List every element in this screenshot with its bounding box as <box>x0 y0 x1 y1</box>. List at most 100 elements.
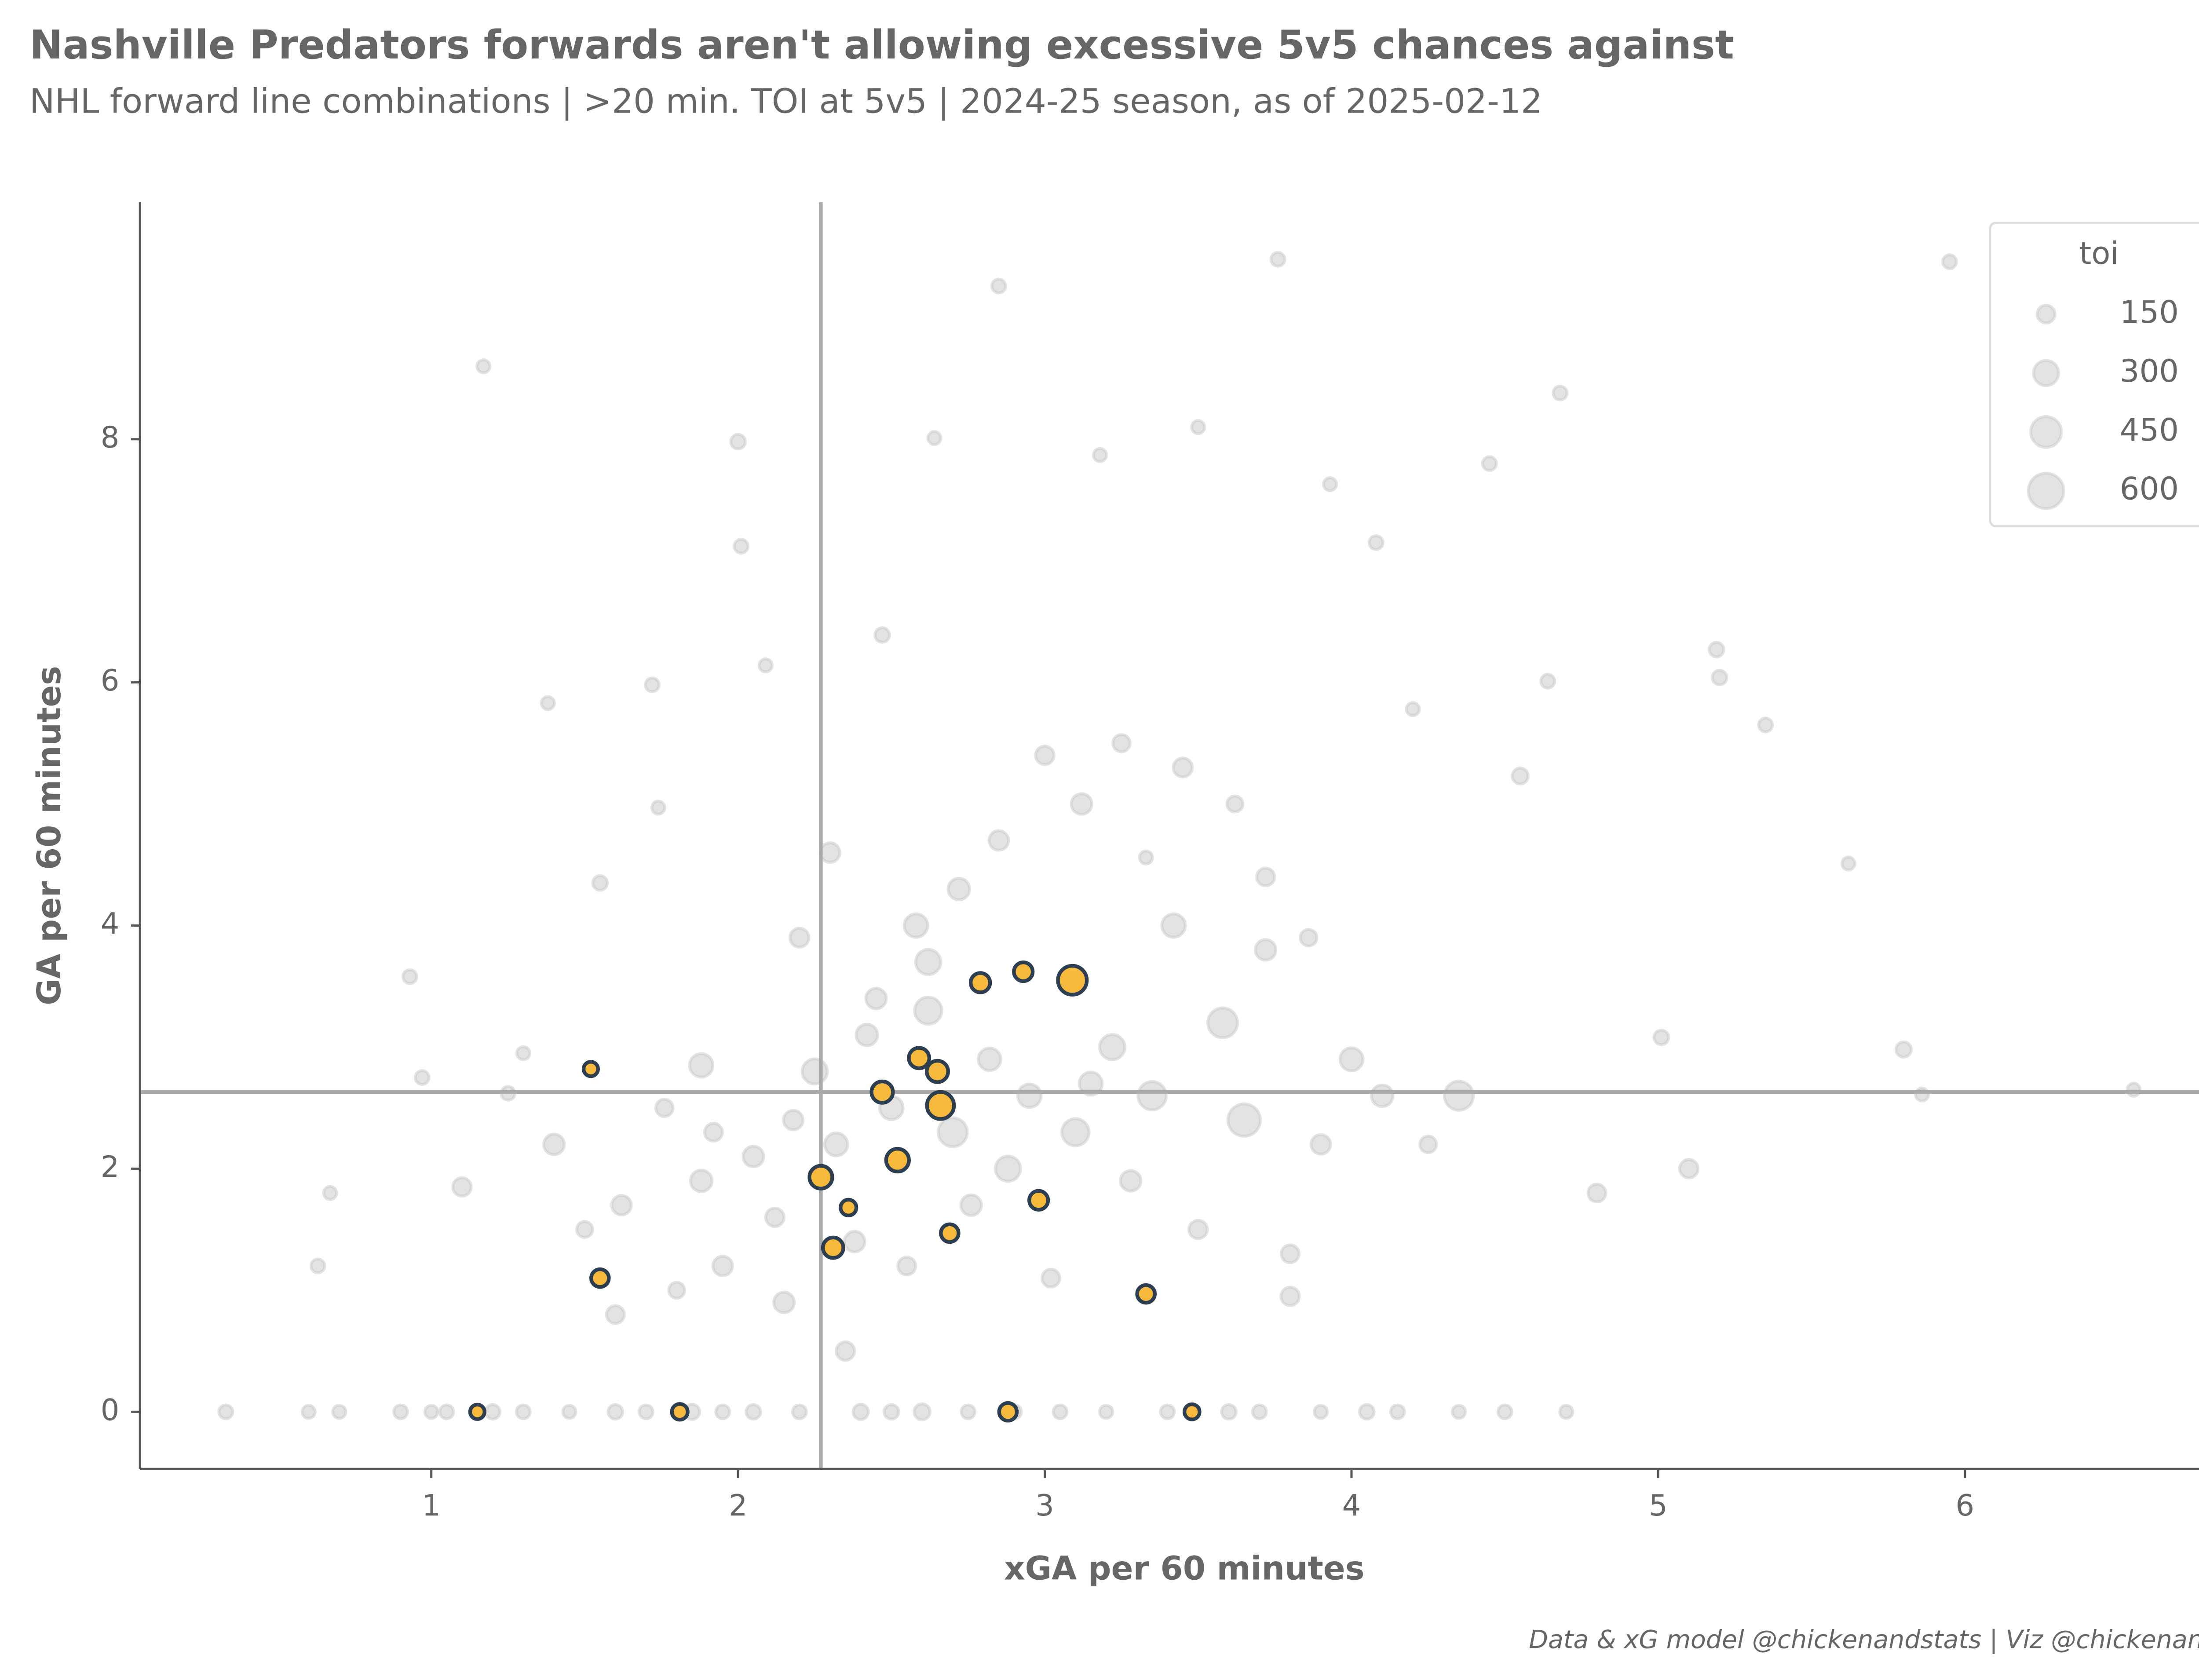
point <box>1451 1404 1467 1420</box>
x-tick-label: 1 <box>422 1488 441 1523</box>
point <box>1138 849 1154 866</box>
point <box>745 1403 762 1421</box>
point <box>654 1098 675 1118</box>
point <box>913 995 943 1026</box>
legend-marker <box>2027 471 2065 510</box>
point <box>1708 641 1725 658</box>
point <box>1914 1086 1930 1103</box>
point <box>1539 672 1556 690</box>
point <box>1070 792 1093 816</box>
highlight-point <box>1012 960 1035 983</box>
x-tick-label: 2 <box>729 1488 748 1523</box>
point <box>788 927 811 949</box>
highlight-point <box>581 1060 600 1078</box>
point <box>667 1281 686 1300</box>
point <box>873 626 891 644</box>
point <box>960 1403 977 1421</box>
point <box>1098 1404 1114 1420</box>
point <box>1279 1286 1301 1307</box>
point <box>1280 1243 1300 1264</box>
point <box>650 800 666 816</box>
point <box>1160 912 1187 939</box>
point <box>1034 745 1056 766</box>
point <box>1894 1040 1913 1059</box>
y-tick-label: 6 <box>101 663 120 698</box>
point <box>703 1122 724 1143</box>
point <box>605 1304 626 1325</box>
point <box>643 676 661 694</box>
point <box>1255 866 1276 887</box>
legend-marker <box>2029 415 2063 449</box>
x-tick-label: 4 <box>1342 1488 1361 1523</box>
highlight-point <box>925 1090 956 1121</box>
point <box>331 1404 347 1420</box>
highlight-point <box>670 1402 690 1422</box>
point <box>1016 1082 1043 1109</box>
point <box>1757 716 1774 734</box>
point <box>1840 855 1856 872</box>
point <box>714 1403 731 1421</box>
point <box>515 1045 531 1061</box>
point <box>540 695 556 711</box>
point <box>1254 938 1278 962</box>
highlight-point <box>589 1267 611 1289</box>
highlight-point <box>1135 1283 1157 1305</box>
chart-subtitle: NHL forward line combinations | >20 min.… <box>29 81 1542 121</box>
point <box>819 841 841 864</box>
point <box>1586 1183 1607 1204</box>
point <box>757 657 774 673</box>
point <box>575 1220 594 1239</box>
point <box>451 1176 473 1198</box>
highlight-point <box>1027 1189 1050 1212</box>
point <box>610 1194 633 1216</box>
point <box>772 1290 796 1315</box>
point <box>688 1052 715 1079</box>
point <box>300 1404 317 1420</box>
highlight-point <box>907 1046 931 1070</box>
point <box>401 968 418 985</box>
point <box>987 829 1010 852</box>
point <box>913 1402 931 1421</box>
point <box>1389 1403 1406 1421</box>
point <box>977 1046 1002 1072</box>
point <box>392 1403 409 1421</box>
point <box>561 1404 577 1420</box>
point <box>689 1169 714 1193</box>
highlight-point <box>884 1147 911 1174</box>
legend-label: 600 <box>2120 471 2179 507</box>
point <box>1098 1033 1126 1061</box>
point <box>1405 701 1421 717</box>
point <box>1481 455 1498 472</box>
point <box>475 358 492 374</box>
y-tick-label: 4 <box>101 906 120 941</box>
highlight-point <box>869 1079 895 1105</box>
point <box>1041 1267 1061 1289</box>
highlight-point <box>939 1222 961 1244</box>
highlight-point <box>1182 1402 1202 1421</box>
x-axis-label: xGA per 60 minutes <box>1004 1550 1364 1587</box>
point <box>2126 1081 2142 1098</box>
highlight-point <box>468 1402 486 1421</box>
point <box>1370 1083 1395 1108</box>
highlight-point <box>1056 964 1089 997</box>
legend-label: 450 <box>2120 412 2179 448</box>
point <box>1225 794 1245 814</box>
legend-box <box>1989 222 2199 528</box>
legend-marker <box>2032 359 2060 387</box>
point <box>1206 1006 1239 1039</box>
point <box>711 1255 734 1277</box>
x-tick-label: 3 <box>1035 1488 1054 1523</box>
point <box>606 1403 624 1421</box>
point <box>1159 1403 1176 1421</box>
point <box>1443 1080 1475 1112</box>
point <box>791 1403 808 1421</box>
point <box>1418 1135 1438 1154</box>
point <box>764 1206 785 1228</box>
y-tick-label: 0 <box>101 1393 120 1427</box>
point <box>902 912 929 939</box>
point <box>1652 1029 1670 1046</box>
x-tick-label: 6 <box>1955 1488 1974 1523</box>
x-tick-label: 5 <box>1649 1488 1668 1523</box>
